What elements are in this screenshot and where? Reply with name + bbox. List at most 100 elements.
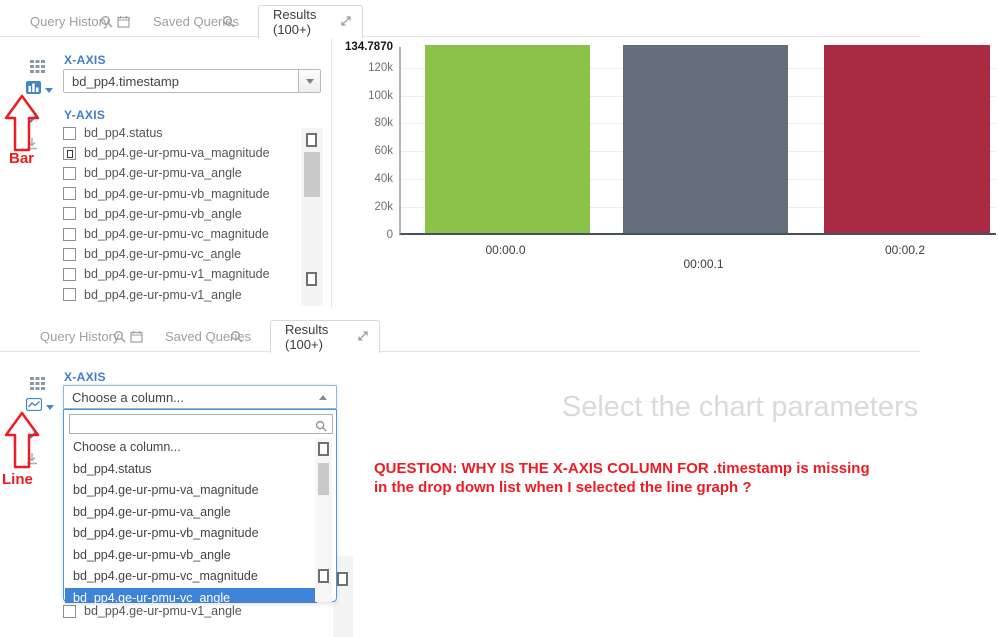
y-axis-item[interactable]: bd_pp4.status bbox=[63, 123, 301, 143]
empty-chart-message: Select the chart parameters bbox=[561, 391, 919, 423]
plot-area bbox=[399, 45, 996, 235]
bar-annotation-arrow bbox=[4, 94, 40, 152]
y-axis-item-label: bd_pp4.status bbox=[84, 126, 163, 141]
x-axis-label: X-AXIS bbox=[64, 53, 106, 67]
y-axis-item[interactable]: bd_pp4.ge-ur-pmu-va_magnitude bbox=[63, 143, 301, 163]
search-icon bbox=[315, 419, 327, 437]
y-axis-item[interactable]: bd_pp4.ge-ur-pmu-vb_angle bbox=[63, 204, 301, 224]
line-annotation-label: Line bbox=[2, 471, 33, 488]
dropdown-option[interactable]: bd_pp4.ge-ur-pmu-va_angle bbox=[73, 504, 231, 519]
dropdown-option[interactable]: bd_pp4.ge-ur-pmu-vc_magnitude bbox=[73, 569, 258, 583]
scrollbar[interactable] bbox=[333, 556, 353, 637]
tab-query-history[interactable]: Query History bbox=[40, 329, 120, 344]
scrollbar-glyph[interactable] bbox=[318, 569, 329, 583]
y-axis-item[interactable]: bd_pp4.ge-ur-pmu-va_angle bbox=[63, 163, 301, 183]
scrollbar-thumb[interactable] bbox=[304, 152, 320, 197]
table-view-icon[interactable] bbox=[30, 377, 45, 395]
chevron-down-icon bbox=[46, 404, 54, 410]
y-axis-item-label: bd_pp4.ge-ur-pmu-vb_angle bbox=[84, 206, 242, 221]
checkbox[interactable] bbox=[63, 288, 76, 302]
checkbox[interactable] bbox=[63, 126, 76, 140]
search-icon[interactable] bbox=[113, 330, 126, 348]
x-tick-label: 00:00.0 bbox=[485, 243, 526, 257]
y-axis-item[interactable]: bd_pp4.ge-ur-pmu-vc_angle bbox=[63, 244, 301, 264]
dropdown-option[interactable]: bd_pp4.ge-ur-pmu-va_magnitude bbox=[73, 483, 259, 497]
calendar-icon[interactable] bbox=[130, 330, 143, 348]
checkbox[interactable] bbox=[63, 166, 76, 180]
dropdown-option[interactable]: bd_pp4.ge-ur-pmu-vb_magnitude bbox=[73, 526, 259, 540]
search-icon[interactable] bbox=[222, 15, 235, 33]
tab-saved-queries[interactable]: Saved Queries bbox=[153, 14, 239, 29]
x-axis-label: X-AXIS bbox=[64, 370, 106, 384]
calendar-icon[interactable] bbox=[117, 15, 130, 33]
y-axis-item[interactable]: bd_pp4.ge-ur-pmu-v1_angle bbox=[63, 285, 301, 305]
y-axis-item[interactable]: bd_pp4.ge-ur-pmu-v1_angle bbox=[63, 601, 242, 621]
dropdown-option-list: Choose a column... bd_pp4.status bd_pp4.ge… bbox=[65, 437, 317, 603]
search-input[interactable] bbox=[70, 415, 332, 433]
tab-results[interactable]: Results (100+) bbox=[258, 5, 363, 38]
checkbox[interactable] bbox=[63, 146, 76, 160]
scrollbar-glyph[interactable] bbox=[306, 272, 317, 286]
bar bbox=[623, 45, 788, 233]
expand-icon[interactable] bbox=[340, 15, 352, 30]
line-annotation-arrow bbox=[4, 411, 40, 469]
checkbox[interactable] bbox=[63, 227, 76, 241]
dropdown-search[interactable] bbox=[69, 414, 333, 434]
scrollbar-glyph[interactable] bbox=[318, 442, 329, 456]
bar-chart-icon bbox=[26, 81, 41, 99]
y-axis-item-label: bd_pp4.ge-ur-pmu-vc_magnitude bbox=[84, 227, 269, 242]
checkbox[interactable] bbox=[63, 187, 76, 201]
checkbox[interactable] bbox=[63, 604, 76, 618]
scrollbar-glyph[interactable] bbox=[306, 133, 317, 147]
dropdown-option[interactable]: Choose a column... bbox=[73, 440, 181, 454]
x-axis-select-value: Choose a column... bbox=[72, 389, 185, 405]
x-tick-label: 00:00.2 bbox=[884, 243, 926, 257]
x-tick-label: 00:00.1 bbox=[683, 257, 724, 271]
x-axis-select[interactable]: Choose a column... bbox=[63, 385, 337, 409]
scrollbar-thumb[interactable] bbox=[318, 463, 329, 495]
y-tick-label: 80k bbox=[374, 117, 393, 130]
y-axis-label: Y-AXIS bbox=[64, 108, 106, 122]
tabbar-divider bbox=[0, 351, 920, 352]
x-axis-dropdown: Choose a column... bd_pp4.status bd_pp4.ge… bbox=[63, 409, 337, 603]
dropdown-scrollbar[interactable] bbox=[315, 438, 332, 602]
tabbar-divider bbox=[0, 36, 920, 37]
dropdown-option[interactable]: bd_pp4.ge-ur-pmu-vb_angle bbox=[73, 547, 231, 562]
y-tick-label: 120k bbox=[368, 61, 393, 74]
question-line-1: QUESTION: WHY IS THE X-AXIS COLUMN FOR .… bbox=[374, 460, 870, 477]
checkbox[interactable] bbox=[63, 247, 76, 261]
tab-results-label: Results (100+) bbox=[273, 7, 317, 37]
line-chart-icon bbox=[25, 397, 43, 416]
question-annotation: QUESTION: WHY IS THE X-AXIS COLUMN FOR .… bbox=[374, 459, 989, 497]
y-axis-item-label: bd_pp4.ge-ur-pmu-va_magnitude bbox=[84, 146, 270, 161]
dropdown-option[interactable]: bd_pp4.status bbox=[73, 461, 152, 476]
bar bbox=[425, 45, 590, 233]
y-axis-item[interactable]: bd_pp4.ge-ur-pmu-v1_magnitude bbox=[63, 264, 301, 284]
search-icon[interactable] bbox=[230, 330, 243, 348]
dropdown-option[interactable]: bd_pp4.ge-ur-pmu-vc_angle bbox=[65, 587, 317, 603]
search-icon[interactable] bbox=[100, 15, 113, 33]
scrollbar[interactable] bbox=[301, 128, 323, 306]
y-axis-ticks: 0 20k 40k 60k 80k 100k 120k 134.7870 bbox=[335, 38, 393, 248]
chart-type-line-button[interactable] bbox=[25, 397, 54, 416]
table-view-icon[interactable] bbox=[30, 60, 45, 78]
y-axis-item-label: bd_pp4.ge-ur-pmu-va_angle bbox=[84, 166, 242, 181]
chevron-down-icon bbox=[305, 78, 314, 84]
y-tick-label: 100k bbox=[368, 89, 393, 102]
y-axis-item[interactable]: bd_pp4.ge-ur-pmu-vb_magnitude bbox=[63, 184, 301, 204]
tab-saved-queries[interactable]: Saved Queries bbox=[165, 329, 251, 344]
bar-annotation-label: Bar bbox=[9, 150, 35, 167]
expand-icon[interactable] bbox=[357, 330, 369, 345]
x-axis-select[interactable]: bd_pp4.timestamp bbox=[63, 69, 321, 93]
select-dropdown-button[interactable] bbox=[298, 70, 320, 92]
chart-type-bar-button[interactable] bbox=[26, 81, 53, 99]
x-axis-select-value: bd_pp4.timestamp bbox=[72, 73, 179, 89]
y-axis-item-label: bd_pp4.ge-ur-pmu-v1_angle bbox=[84, 604, 242, 619]
checkbox[interactable] bbox=[63, 267, 76, 281]
checkbox[interactable] bbox=[63, 207, 76, 221]
y-axis-item[interactable]: bd_pp4.ge-ur-pmu-vc_magnitude bbox=[63, 224, 301, 244]
y-axis-list: bd_pp4.status bd_pp4.ge-ur-pmu-va_magnitu… bbox=[63, 123, 301, 305]
tab-results[interactable]: Results (100+) bbox=[270, 320, 380, 353]
tab-query-history[interactable]: Query History bbox=[30, 14, 110, 29]
scrollbar-glyph[interactable] bbox=[337, 572, 348, 586]
